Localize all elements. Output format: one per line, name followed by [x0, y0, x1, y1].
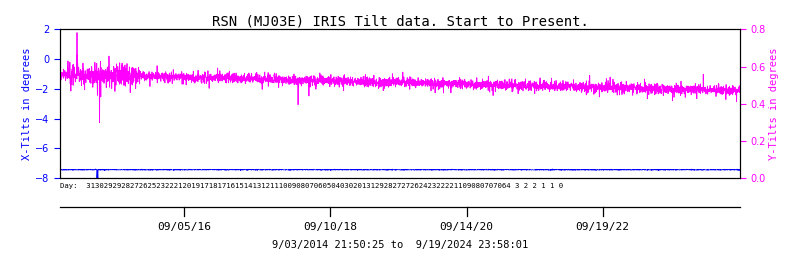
- Title: RSN (MJ03E) IRIS Tilt data. Start to Present.: RSN (MJ03E) IRIS Tilt data. Start to Pre…: [211, 14, 589, 28]
- Y-axis label: Y-Tilts in degrees: Y-Tilts in degrees: [769, 47, 778, 160]
- Text: 09/10/18: 09/10/18: [303, 222, 358, 232]
- Text: 09/14/20: 09/14/20: [440, 222, 494, 232]
- Text: 09/19/22: 09/19/22: [576, 222, 630, 232]
- Text: 09/05/16: 09/05/16: [157, 222, 211, 232]
- Text: 9/03/2014 21:50:25 to  9/19/2024 23:58:01: 9/03/2014 21:50:25 to 9/19/2024 23:58:01: [272, 240, 528, 250]
- Text: Day:  31302929282726252322212019171817161514131211100908070605040302013129282727: Day: 31302929282726252322212019171817161…: [60, 183, 563, 189]
- Y-axis label: X-Tilts in degrees: X-Tilts in degrees: [22, 47, 33, 160]
